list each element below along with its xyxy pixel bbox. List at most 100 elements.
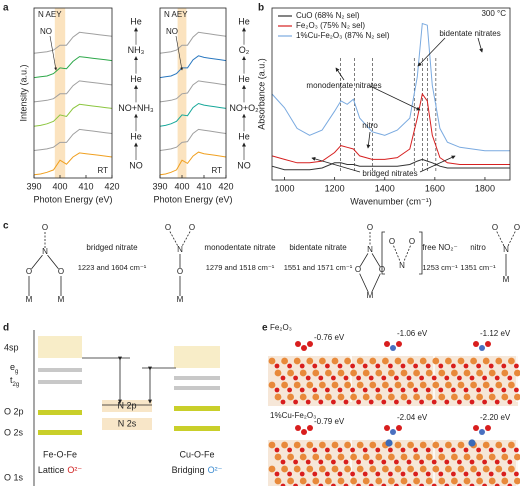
atom-o bbox=[438, 363, 444, 369]
atom-o bbox=[293, 399, 298, 405]
atom-fe bbox=[293, 441, 301, 449]
atom-o bbox=[274, 363, 280, 369]
x-axis-title: Wavenumber (cm⁻¹) bbox=[350, 196, 431, 206]
atom-fe bbox=[488, 369, 496, 377]
atom-fe bbox=[331, 357, 339, 365]
atom-fe bbox=[495, 357, 503, 365]
atom-fe bbox=[445, 465, 452, 473]
orbital-band bbox=[174, 386, 220, 390]
adsorbate-n bbox=[390, 429, 396, 435]
structure-name: free NO₂⁻ bbox=[422, 243, 457, 252]
level-sub: 2g bbox=[13, 382, 20, 388]
atom-fe bbox=[470, 357, 477, 365]
level-label: O 2s bbox=[4, 427, 24, 437]
atom-o bbox=[280, 459, 286, 465]
atom-cu bbox=[385, 439, 393, 447]
atom-o bbox=[413, 447, 418, 453]
atom-fe bbox=[274, 477, 282, 485]
atom-o bbox=[431, 375, 437, 381]
atom-fe bbox=[299, 453, 307, 461]
atom-o bbox=[394, 459, 399, 465]
atom-fe bbox=[312, 393, 320, 401]
series-line bbox=[33, 103, 113, 127]
bond bbox=[359, 253, 369, 267]
atom-fe bbox=[388, 369, 395, 377]
atom-o bbox=[337, 363, 343, 369]
arrow bbox=[369, 85, 421, 111]
atom-o bbox=[331, 399, 336, 405]
atom-fe bbox=[362, 393, 370, 401]
atom-o bbox=[331, 375, 336, 381]
atom-fe bbox=[463, 393, 471, 401]
atom-o bbox=[457, 375, 462, 381]
atom-o bbox=[438, 447, 444, 453]
atom-o bbox=[318, 375, 324, 381]
annotation: N AEY bbox=[164, 10, 188, 19]
bond bbox=[393, 245, 401, 263]
atom-fe bbox=[319, 381, 326, 389]
atom-o bbox=[287, 387, 292, 393]
atom-fe bbox=[495, 381, 503, 389]
condition-label: He bbox=[130, 132, 142, 142]
atom-fe bbox=[514, 477, 520, 485]
atom-o bbox=[476, 471, 481, 477]
annotation: bidentate nitrates bbox=[439, 29, 500, 38]
atom-fe bbox=[344, 357, 351, 365]
atom-o bbox=[362, 471, 368, 477]
atom-fe bbox=[476, 477, 483, 485]
bond bbox=[403, 245, 411, 263]
orbital-band bbox=[38, 336, 82, 358]
annotation: NO bbox=[40, 27, 52, 36]
panel-label: a bbox=[3, 3, 9, 14]
bond bbox=[507, 231, 516, 247]
atom-fe bbox=[325, 453, 332, 461]
plot-frame bbox=[33, 7, 113, 179]
adsorbate-o bbox=[485, 425, 491, 431]
atom-o bbox=[356, 399, 361, 405]
atom-o bbox=[381, 399, 387, 405]
atom-fe bbox=[382, 465, 389, 473]
atom-o bbox=[431, 483, 437, 486]
atom-fe bbox=[325, 369, 332, 377]
annotation: bridged nitrates bbox=[362, 169, 417, 178]
atom-o bbox=[299, 447, 305, 453]
x-tick-label: 1400 bbox=[375, 183, 395, 193]
atom-fe bbox=[451, 453, 458, 461]
condition-label: NO+NH₃ bbox=[118, 103, 154, 113]
bond bbox=[31, 254, 43, 270]
atom-o bbox=[507, 483, 513, 486]
condition-label: NO+O₂ bbox=[229, 103, 259, 113]
adsorbate-o bbox=[295, 341, 301, 347]
atom-o bbox=[305, 459, 311, 465]
atom-o bbox=[305, 375, 311, 381]
atom-o bbox=[394, 483, 399, 486]
atom-o bbox=[463, 471, 469, 477]
site-name: Cu-O-Fe bbox=[179, 449, 214, 459]
atom: O bbox=[26, 267, 32, 276]
atom-o bbox=[425, 447, 431, 453]
level-label: 4sp bbox=[4, 342, 19, 352]
atom-o bbox=[274, 447, 280, 453]
row-label: Fe₂O₃ bbox=[270, 323, 292, 332]
atom-fe bbox=[375, 477, 383, 485]
site-word: Bridging bbox=[172, 465, 205, 475]
atom: N bbox=[399, 261, 405, 270]
atom-fe bbox=[337, 393, 345, 401]
atom-fe bbox=[514, 393, 520, 401]
atom-fe bbox=[413, 453, 420, 461]
atom-fe bbox=[514, 369, 520, 377]
atom: N bbox=[367, 245, 373, 254]
atom-o bbox=[494, 459, 500, 465]
legend-label: 1%Cu-Fe₂O₃ (87% N₂ sel) bbox=[296, 31, 390, 40]
atom-o bbox=[501, 387, 507, 393]
atom-fe bbox=[445, 381, 452, 389]
level-label: t2g bbox=[10, 375, 19, 387]
atom-o bbox=[494, 375, 500, 381]
bond bbox=[47, 254, 59, 270]
atom-o bbox=[419, 399, 424, 405]
atom-fe bbox=[369, 381, 377, 389]
atom: O bbox=[177, 267, 183, 276]
n-level-label: N 2p bbox=[117, 400, 136, 410]
condition-label: NH₃ bbox=[128, 45, 145, 55]
